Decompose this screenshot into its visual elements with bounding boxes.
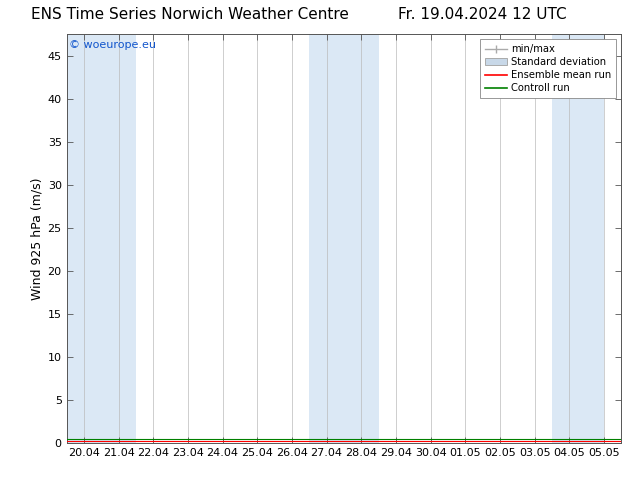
Text: Fr. 19.04.2024 12 UTC: Fr. 19.04.2024 12 UTC — [398, 7, 566, 23]
Legend: min/max, Standard deviation, Ensemble mean run, Controll run: min/max, Standard deviation, Ensemble me… — [480, 39, 616, 98]
Bar — [309, 34, 378, 443]
Y-axis label: Wind 925 hPa (m/s): Wind 925 hPa (m/s) — [30, 178, 43, 300]
Text: ENS Time Series Norwich Weather Centre: ENS Time Series Norwich Weather Centre — [31, 7, 349, 23]
Text: © woeurope.eu: © woeurope.eu — [69, 41, 157, 50]
Bar — [552, 34, 604, 443]
Bar — [67, 34, 136, 443]
